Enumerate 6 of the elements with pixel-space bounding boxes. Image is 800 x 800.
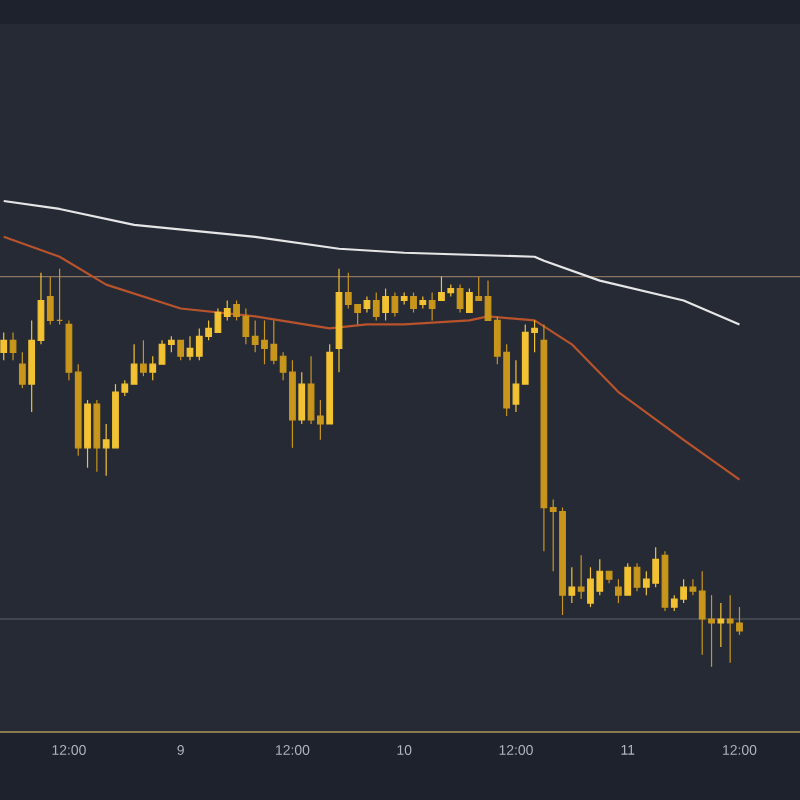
- candlestick: [93, 399, 101, 473]
- candlestick: [428, 291, 436, 322]
- candlestick: [363, 295, 371, 314]
- candlestick: [391, 291, 399, 318]
- candlestick: [456, 284, 464, 314]
- candlestick: [717, 602, 725, 648]
